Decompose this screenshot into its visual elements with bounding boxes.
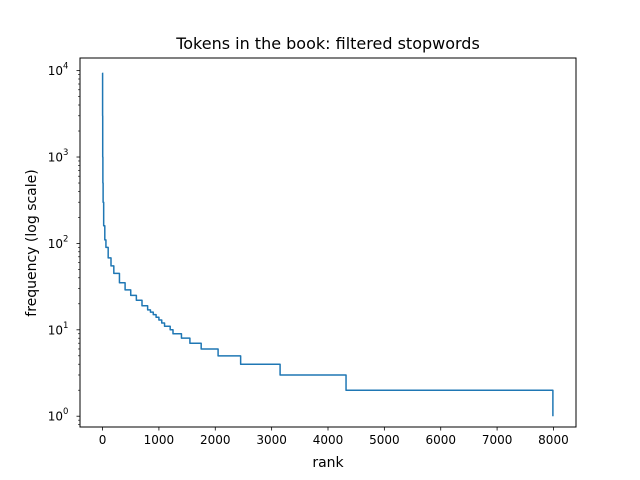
y-tick-exponent: 2 [63, 234, 68, 244]
y-tick-label: 10 [48, 151, 63, 165]
x-tick-label: 8000 [538, 433, 569, 447]
y-tick-label: 10 [48, 323, 63, 337]
y-tick-exponent: 3 [63, 148, 68, 158]
y-tick-exponent: 1 [63, 321, 68, 331]
y-tick-label: 10 [48, 237, 63, 251]
y-tick-exponent: 0 [63, 407, 68, 417]
x-axis-ticks: 0 1000 2000 3000 4000 5000 6000 7000 8000 [99, 427, 569, 447]
x-tick-label: 2000 [200, 433, 231, 447]
x-tick-label: 5000 [369, 433, 400, 447]
chart-title: Tokens in the book: filtered stopwords [175, 34, 480, 53]
x-tick-label: 1000 [144, 433, 175, 447]
y-tick-label: 10 [48, 64, 63, 78]
x-tick-label: 0 [99, 433, 107, 447]
series-line-0 [101, 72, 554, 417]
x-tick-label: 3000 [256, 433, 287, 447]
y-axis-label: frequency (log scale) [24, 169, 40, 316]
x-tick-label: 7000 [482, 433, 513, 447]
x-tick-label: 4000 [313, 433, 344, 447]
plot-area [101, 72, 554, 417]
x-axis-label: rank [312, 455, 344, 471]
y-tick-exponent: 4 [63, 62, 68, 72]
x-tick-label: 6000 [425, 433, 456, 447]
y-tick-label: 10 [48, 410, 63, 424]
